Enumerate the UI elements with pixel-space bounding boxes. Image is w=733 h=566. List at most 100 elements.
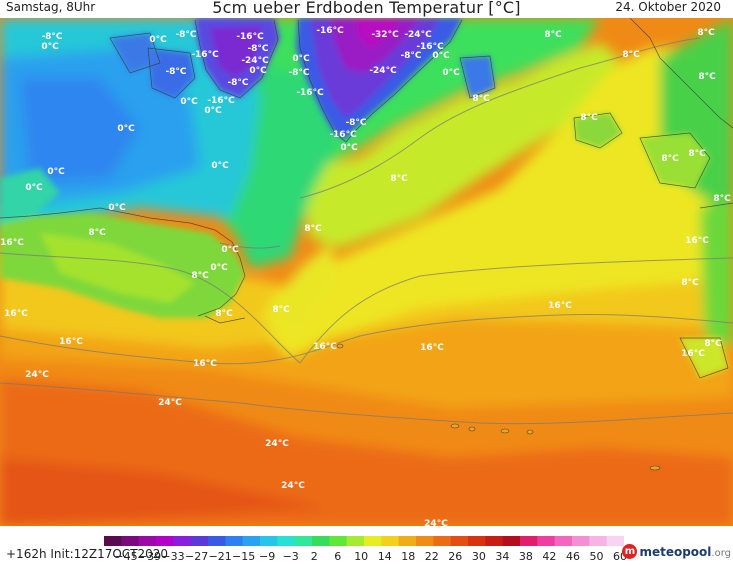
temperature-label: -16°C [236,32,264,42]
colorbar-tick-label: −27 [184,550,209,563]
temperature-label: -16°C [191,50,219,60]
colorbar-swatch [572,536,590,546]
temperature-label: -8°C [400,51,421,61]
colorbar-swatch [242,536,261,546]
temperature-labels: -8°C 0°C -8°C -16°C-16°C -32°C -24°C 8°C 8°C0°C… [0,26,731,526]
colorbar-swatch [398,536,417,546]
temperature-label: 0°C [340,143,358,153]
colorbar-tick-label: −45 [114,550,138,563]
temperature-colorbar: −45 −39 −33 −27 −21 −15 −9 −3 2 6 10 14 18 22 26 30 34 38… [104,531,627,564]
meteopool-logo-text: meteopool.org [639,544,731,559]
temperature-label: 8°C [580,113,598,123]
colorbar-swatch [346,536,365,546]
temperature-label: 8°C [544,30,562,40]
colorbar-tick-label: 10 [354,550,369,563]
temperature-field: -8°C 0°C -8°C -16°C-16°C -32°C -24°C 8°C 8°C0°C… [0,18,733,526]
colorbar-swatch [104,536,122,546]
temperature-label: 0°C [149,35,167,45]
map-footer: −45 −39 −33 −27 −21 −15 −9 −3 2 6 10 14 18 22 26 30 34 38… [0,526,733,566]
forecast-datetime: Samstag, 8Uhr [6,0,96,14]
colorbar-swatch [173,536,192,546]
temperature-label: -8°C [288,68,309,78]
colorbar-tick-label: 2 [310,550,318,563]
colorbar-swatch [485,536,504,546]
meteopool-logo: m meteopool.org [622,544,731,559]
temperature-label: 0°C [211,161,229,171]
colorbar-tick-label: −39 [137,550,162,563]
colorbar-tick-label: 14 [377,550,392,563]
temperature-label: 8°C [681,278,699,288]
temperature-label: 24°C [281,481,305,491]
temperature-label: 8°C [704,339,722,349]
colorbar-swatch [156,536,174,546]
colorbar-gradient [104,536,625,546]
temperature-label: 24°C [158,398,182,408]
colorbar-swatch [312,536,330,546]
temperature-label: 16°C [548,301,572,311]
colorbar-tick-label: 38 [518,550,533,563]
temperature-label: -16°C [329,130,357,140]
model-run-info: +162h Init:12Z17OCT2020 [6,547,169,561]
temperature-label: 0°C [25,183,43,193]
temperature-label: 8°C [472,94,490,104]
map-title: 5cm ueber Erdboden Temperatur [°C] [212,0,521,17]
temperature-label: -24°C [369,66,397,76]
temperature-label: -8°C [175,30,196,40]
colorbar-swatch [190,536,209,546]
temperature-label: 8°C [272,305,290,315]
temperature-label: -8°C [227,78,248,88]
colorbar-tick-label: −21 [208,550,232,563]
temperature-label: 8°C [304,224,322,234]
colorbar-tick-label: 30 [471,550,486,563]
temperature-label: 24°C [25,370,49,380]
temperature-label: 8°C [713,194,731,204]
colorbar-tick-label: −3 [282,550,299,563]
temperature-label: 16°C [420,343,444,353]
temperature-label: 0°C [210,263,228,273]
meteopool-logo-icon: m [622,544,638,559]
temperature-label: 8°C [697,28,715,38]
temperature-map: -8°C 0°C -8°C -16°C -16°C -32°C -24°C 8°C 8°C 0°C… [0,18,733,526]
temperature-label: -8°C [165,67,186,77]
colorbar-swatch [589,536,608,546]
temperature-label: -16°C [416,42,444,52]
colorbar-tick-label: 34 [495,550,510,563]
colorbar-swatch [520,536,538,546]
colorbar-tick-label: 22 [424,550,439,563]
colorbar-swatch [260,536,278,546]
temperature-label: 16°C [685,236,709,246]
colorbar-tick-label: −9 [258,550,276,563]
temperature-label: 0°C [108,203,126,213]
colorbar-swatch [450,536,469,546]
colorbar-swatch [502,536,521,546]
colorbar-swatch [294,536,313,546]
colorbar-swatch [554,536,573,546]
colorbar-swatch [138,536,157,546]
colorbar-swatch [606,536,625,546]
temperature-label: 8°C [215,309,233,319]
temperature-label: -16°C [296,88,324,98]
temperature-label: 16°C [0,238,24,248]
colorbar-tick-label: 18 [401,550,416,563]
temperature-label: 0°C [442,68,460,78]
colorbar-swatch [381,536,400,546]
temperature-label: 24°C [424,519,448,526]
colorbar-swatch [208,536,226,546]
temperature-label: -16°C [207,96,235,106]
temperature-label: 0°C [41,42,59,52]
colorbar-swatch [225,536,244,546]
temperature-label: -8°C [41,32,62,42]
colorbar-swatch [329,536,348,546]
temperature-label: 8°C [390,174,408,184]
colorbar-tick-label: −15 [231,550,256,563]
temperature-label: -24°C [404,30,432,40]
colorbar-tick-label: 46 [566,550,580,563]
colorbar-tick-label: 50 [589,550,604,563]
colorbar-tick-label: −33 [161,550,185,563]
temperature-label: 16°C [193,359,217,369]
temperature-label: 16°C [4,309,28,319]
temperature-label: 0°C [47,167,65,177]
temperature-label: 16°C [59,337,83,347]
temperature-label: -32°C [371,30,399,40]
colorbar-tick-label: 6 [334,550,342,563]
